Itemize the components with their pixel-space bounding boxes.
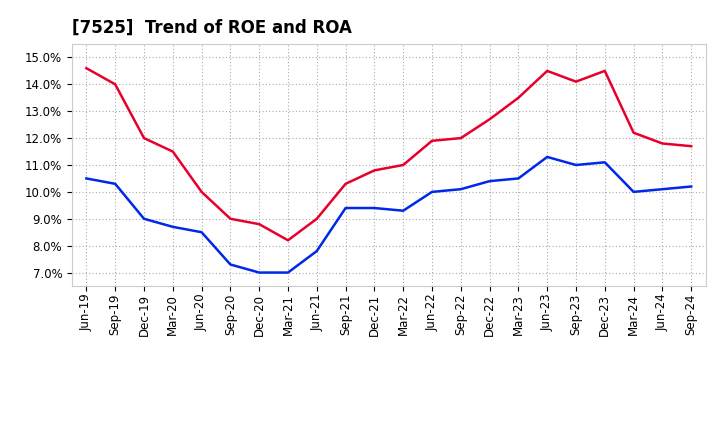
ROE xyxy=(600,68,609,73)
ROE xyxy=(312,216,321,221)
ROA xyxy=(111,181,120,187)
ROA xyxy=(82,176,91,181)
ROE xyxy=(168,149,177,154)
ROE xyxy=(370,168,379,173)
ROE xyxy=(514,95,523,100)
ROA xyxy=(456,187,465,192)
ROE xyxy=(543,68,552,73)
Line: ROA: ROA xyxy=(86,157,691,272)
ROE xyxy=(428,138,436,143)
ROA xyxy=(312,249,321,254)
ROE xyxy=(255,221,264,227)
ROA xyxy=(341,205,350,211)
ROA xyxy=(168,224,177,230)
ROA xyxy=(600,160,609,165)
Text: [7525]  Trend of ROE and ROA: [7525] Trend of ROE and ROA xyxy=(72,19,352,37)
Legend: ROE, ROA: ROE, ROA xyxy=(304,433,474,440)
ROA xyxy=(658,187,667,192)
ROE xyxy=(284,238,292,243)
ROA xyxy=(629,189,638,194)
ROE xyxy=(687,143,696,149)
ROE xyxy=(456,136,465,141)
ROE xyxy=(197,189,206,194)
ROA xyxy=(284,270,292,275)
ROA xyxy=(197,230,206,235)
ROE xyxy=(82,66,91,71)
ROE xyxy=(226,216,235,221)
ROA xyxy=(226,262,235,267)
ROE xyxy=(140,136,148,141)
ROA xyxy=(255,270,264,275)
ROE xyxy=(658,141,667,146)
ROA xyxy=(140,216,148,221)
ROA xyxy=(687,184,696,189)
ROA xyxy=(572,162,580,168)
ROA xyxy=(514,176,523,181)
ROE xyxy=(629,130,638,136)
Line: ROE: ROE xyxy=(86,68,691,240)
ROE xyxy=(572,79,580,84)
ROE xyxy=(341,181,350,187)
ROA xyxy=(399,208,408,213)
ROA xyxy=(428,189,436,194)
ROE xyxy=(111,82,120,87)
ROE xyxy=(399,162,408,168)
ROE xyxy=(485,117,494,122)
ROA xyxy=(543,154,552,160)
ROA xyxy=(370,205,379,211)
ROA xyxy=(485,179,494,184)
